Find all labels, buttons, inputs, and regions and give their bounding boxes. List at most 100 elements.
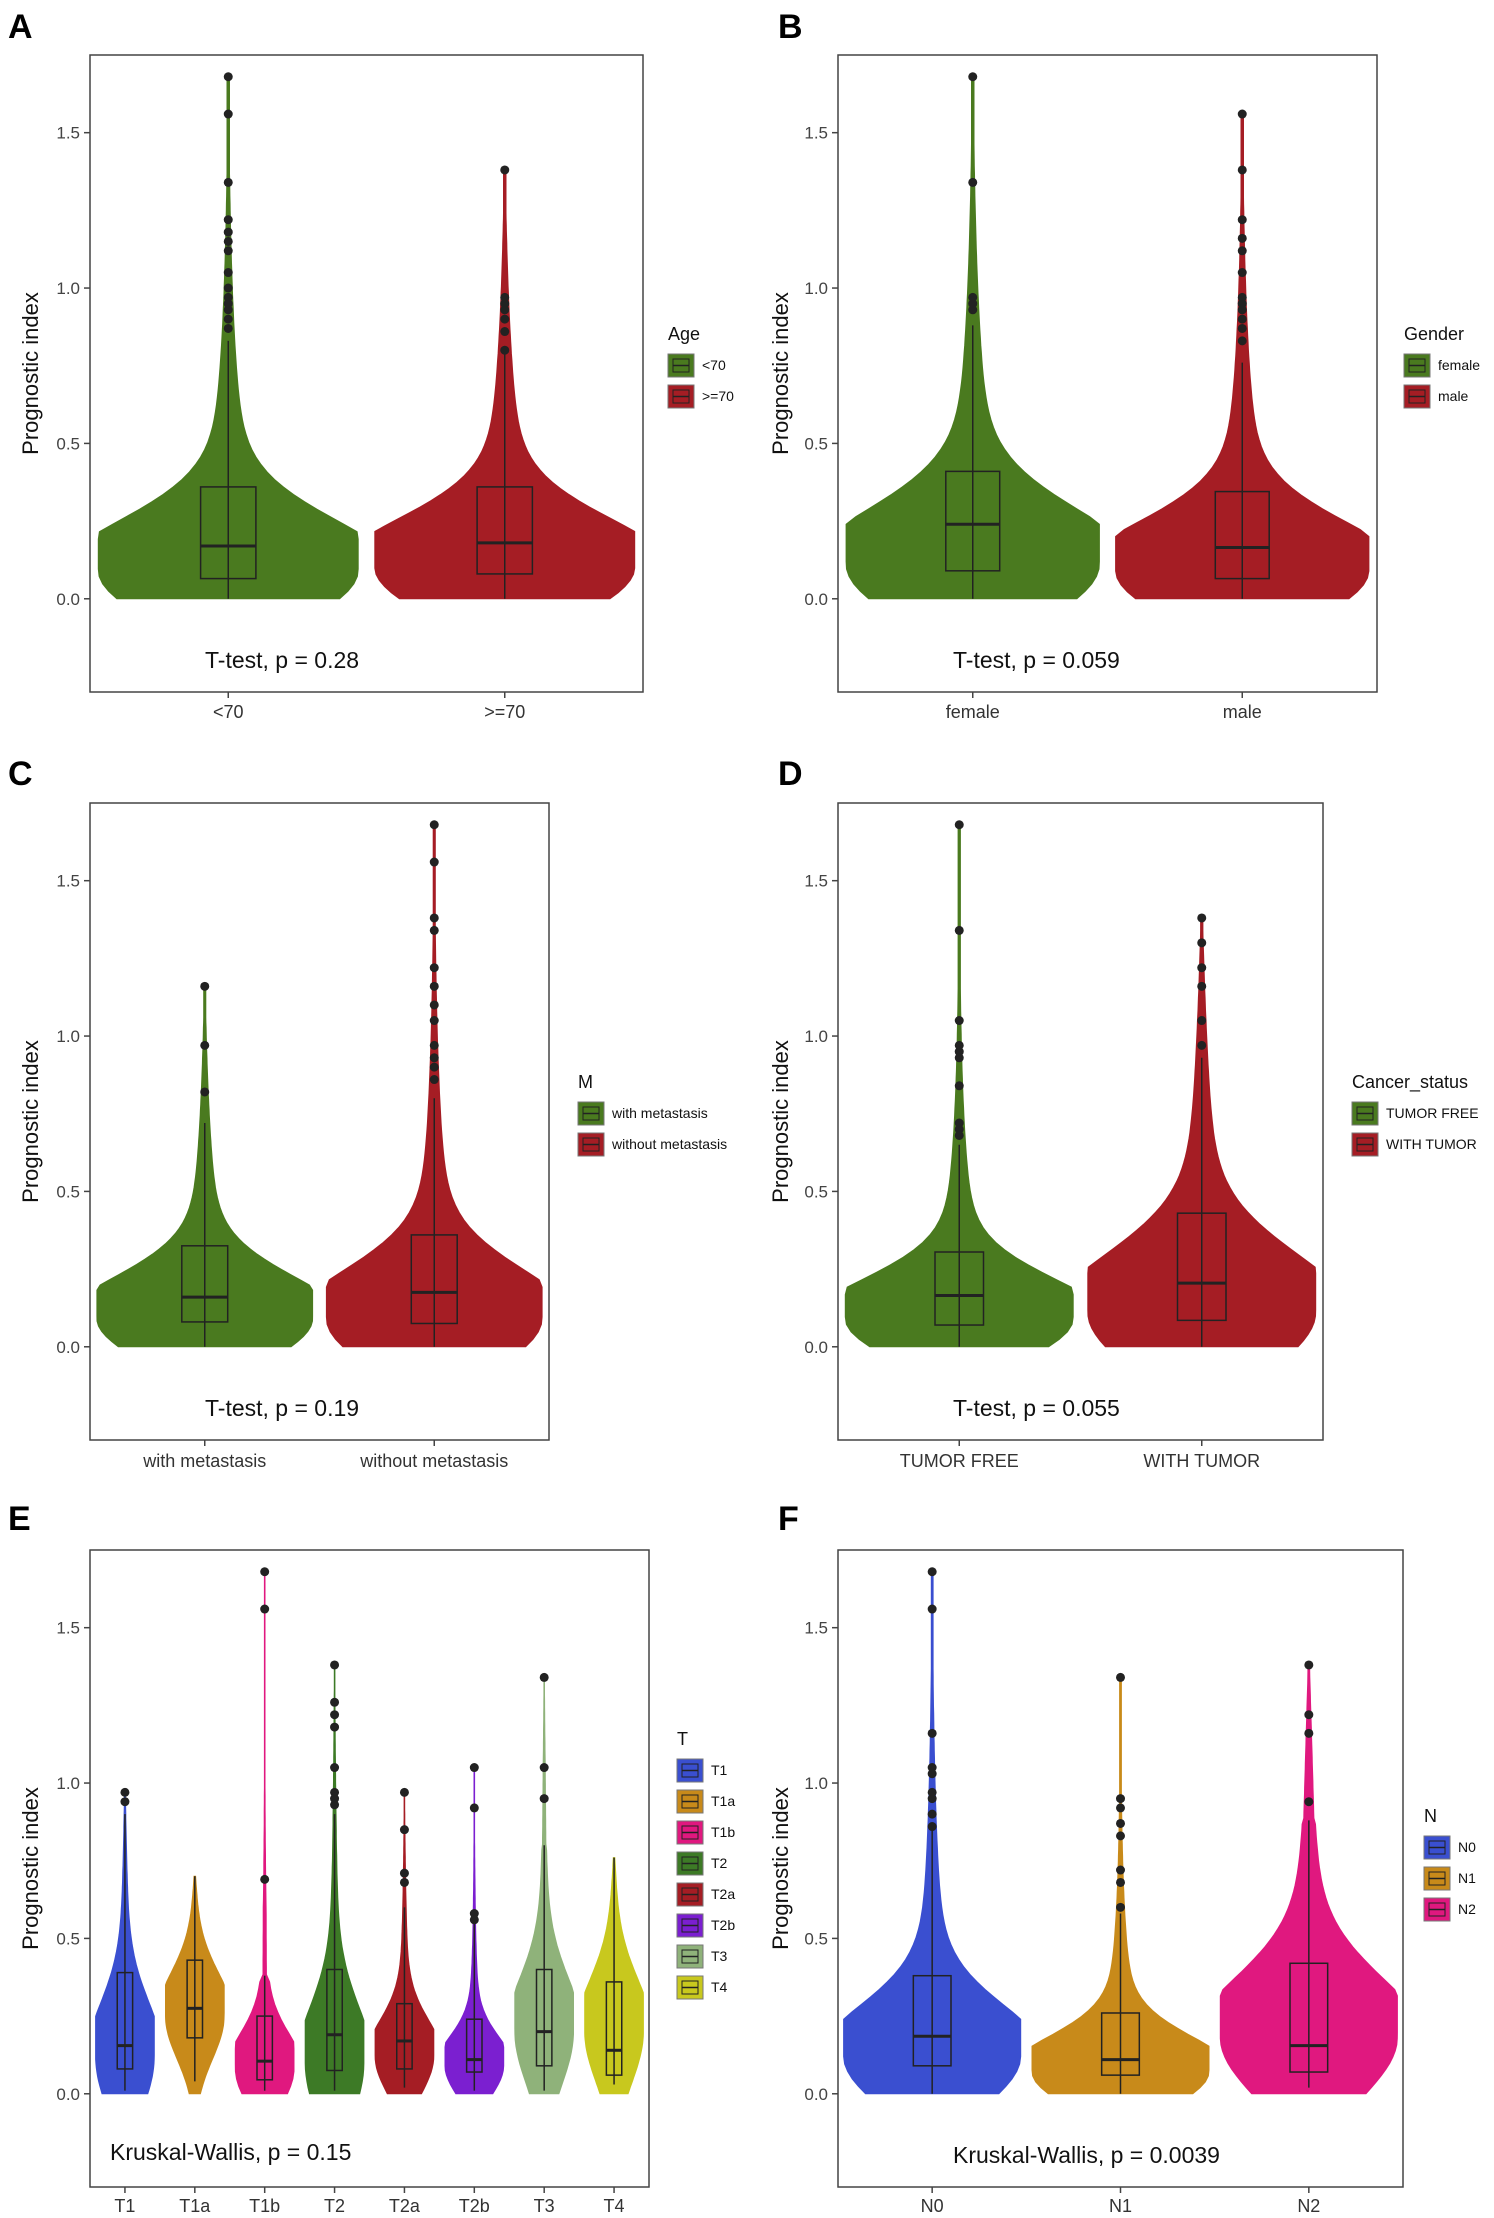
- panel-letter: E: [8, 1500, 31, 1538]
- box: [186, 1959, 204, 2039]
- outlier-point: [1116, 1865, 1125, 1875]
- legend-label: T2a: [711, 1886, 735, 1902]
- outlier-point: [954, 1040, 964, 1050]
- outlier-point: [223, 323, 233, 333]
- outlier-point: [469, 1763, 479, 1773]
- legend-label: T1: [711, 1762, 728, 1778]
- violin-group: T2: [304, 1660, 365, 2216]
- x-tick-label: T4: [604, 2196, 625, 2216]
- legend-key: [1423, 1835, 1451, 1860]
- y-tick-label: 1.5: [804, 124, 828, 143]
- panel-letter: D: [778, 755, 803, 793]
- outlier-point: [330, 1763, 340, 1773]
- x-tick-label: TUMOR FREE: [900, 1451, 1019, 1471]
- legend-label: T4: [711, 1979, 728, 1995]
- legend: Gender female male: [1403, 324, 1480, 409]
- outlier-point: [1237, 246, 1247, 256]
- legend-key: [667, 384, 695, 409]
- box: [1289, 1962, 1329, 2073]
- outlier-point: [539, 1763, 549, 1773]
- outlier-point: [469, 1915, 479, 1925]
- legend-title: Age: [668, 324, 700, 344]
- x-tick-label: with metastasis: [142, 1451, 266, 1471]
- outlier-point: [260, 1604, 270, 1614]
- outlier-point: [399, 1877, 409, 1887]
- legend-title: Cancer_status: [1352, 1072, 1468, 1093]
- outlier-point: [1116, 1818, 1125, 1828]
- outlier-point: [330, 1710, 340, 1720]
- outlier-point: [223, 236, 233, 246]
- outlier-point: [469, 1803, 479, 1813]
- outlier-point: [330, 1722, 340, 1732]
- y-tick-label: 1.5: [804, 872, 828, 891]
- outlier-point: [1304, 1728, 1314, 1738]
- outlier-point: [429, 981, 439, 991]
- outlier-point: [927, 1794, 937, 1804]
- legend-key: [676, 1913, 704, 1938]
- panel-F: F 0.0 0.5 1.0 1.5 Prognostic index N0 N1 N2 Krusk…: [768, 1500, 1476, 2216]
- x-tick-label: WITH TUMOR: [1143, 1451, 1260, 1471]
- legend-label: without metastasis: [611, 1136, 727, 1152]
- x-tick-label: N0: [921, 2196, 944, 2216]
- outlier-point: [927, 1567, 937, 1577]
- legend-key: [676, 1975, 704, 2000]
- violin-group: T4: [584, 1857, 644, 2216]
- outlier-point: [1116, 1877, 1125, 1887]
- outlier-point: [1197, 938, 1207, 948]
- test-annotation: Kruskal-Wallis, p = 0.15: [110, 2139, 351, 2165]
- outlier-point: [429, 1000, 439, 1010]
- outlier-point: [954, 1047, 964, 1057]
- y-tick-label: 0.5: [56, 1182, 80, 1201]
- outlier-point: [927, 1728, 937, 1738]
- outlier-point: [1237, 323, 1247, 333]
- y-axis-label: Prognostic index: [18, 1787, 43, 1950]
- legend-label: female: [1438, 357, 1480, 373]
- outlier-point: [927, 1809, 937, 1819]
- outlier-point: [330, 1697, 340, 1707]
- outlier-point: [1116, 1831, 1125, 1841]
- outlier-point: [223, 215, 233, 225]
- outlier-point: [539, 1672, 549, 1682]
- outlier-point: [223, 72, 233, 82]
- outlier-point: [954, 1130, 964, 1140]
- outlier-point: [1197, 913, 1207, 923]
- legend: N N0 N1 N2: [1423, 1806, 1476, 1922]
- x-tick-label: T1b: [249, 2196, 280, 2216]
- legend-label: WITH TUMOR: [1386, 1136, 1477, 1152]
- x-tick-label: T2b: [459, 2196, 490, 2216]
- panel-letter: A: [8, 8, 33, 46]
- outlier-point: [1237, 336, 1247, 346]
- panel-A: A 0.0 0.5 1.0 1.5 Prognostic index <70 >=70 T-te…: [8, 8, 734, 722]
- legend-label: with metastasis: [611, 1105, 708, 1121]
- box: [1214, 490, 1270, 580]
- legend-key: [667, 353, 695, 378]
- box: [945, 470, 1001, 572]
- box: [535, 1968, 553, 2067]
- legend-label: <70: [702, 357, 726, 373]
- outlier-point: [429, 1016, 439, 1026]
- legend: T T1 T1a T1b T2 T2a T2b T3 T4: [676, 1729, 735, 2000]
- violin-group: T2a: [374, 1787, 435, 2216]
- outlier-point: [927, 1787, 937, 1797]
- box: [605, 1981, 623, 2076]
- panel-D: D 0.0 0.5 1.0 1.5 Prognostic index TUMOR FREE W…: [768, 755, 1479, 1471]
- y-tick-label: 0.5: [56, 434, 80, 453]
- box: [181, 1245, 229, 1323]
- y-tick-label: 0.0: [804, 590, 828, 609]
- legend-key: [577, 1132, 605, 1157]
- x-tick-label: female: [946, 702, 1000, 722]
- outlier-point: [1197, 981, 1207, 991]
- y-axis-label: Prognostic index: [18, 292, 43, 455]
- y-tick-label: 0.5: [56, 1929, 80, 1948]
- outlier-point: [330, 1660, 340, 1670]
- outlier-point: [954, 1053, 964, 1063]
- violin-group: male: [1115, 109, 1370, 722]
- legend-label: T2: [711, 1855, 728, 1871]
- violin-group: <70: [97, 72, 359, 722]
- violin-group: N1: [1031, 1672, 1210, 2216]
- outlier-point: [429, 857, 439, 867]
- outlier-point: [223, 305, 233, 315]
- violin-group: T2b: [444, 1763, 505, 2216]
